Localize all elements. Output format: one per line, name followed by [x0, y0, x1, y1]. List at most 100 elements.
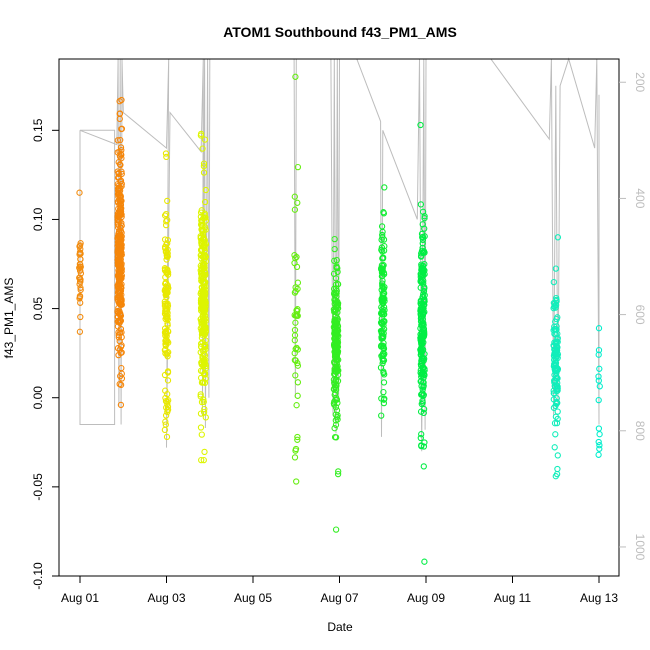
data-points-layer [76, 73, 603, 565]
data-point [421, 284, 428, 291]
data-point [202, 307, 209, 314]
data-point [381, 184, 388, 191]
data-point [198, 284, 205, 291]
data-point [419, 331, 427, 338]
data-point [595, 425, 603, 432]
data-point [118, 375, 126, 382]
data-point [595, 325, 603, 332]
data-point [198, 456, 205, 464]
data-point [200, 329, 207, 337]
data-point [292, 372, 299, 379]
data-point [554, 365, 562, 373]
data-point [202, 360, 209, 368]
data-point [202, 241, 210, 248]
data-point [550, 299, 558, 307]
data-point [116, 98, 123, 105]
data-point [163, 153, 170, 161]
data-point [202, 258, 209, 265]
data-point [379, 294, 386, 301]
data-point [596, 445, 603, 452]
data-point [554, 375, 561, 382]
data-point [162, 245, 169, 252]
data-point [294, 392, 301, 399]
data-point [76, 293, 84, 301]
data-point [294, 379, 302, 386]
data-point [116, 153, 124, 160]
data-point [77, 267, 84, 274]
data-point [292, 254, 299, 262]
data-point [418, 357, 425, 365]
data-point [201, 136, 209, 143]
data-point [118, 170, 125, 178]
data-point [331, 334, 338, 342]
data-point [201, 210, 208, 217]
data-point [294, 346, 301, 353]
data-point [291, 454, 299, 461]
y-tick-label: 0.10 [31, 207, 45, 231]
data-point [202, 186, 209, 194]
data-point [333, 414, 341, 421]
data-point [551, 330, 558, 338]
data-point [553, 374, 560, 381]
data-point [335, 468, 342, 475]
data-point [292, 288, 299, 295]
data-point [417, 325, 424, 332]
data-point [76, 242, 84, 249]
data-point [551, 444, 558, 451]
data-point [116, 259, 123, 267]
data-point [381, 297, 388, 305]
data-point [420, 378, 427, 386]
data-point [417, 253, 425, 260]
data-point [331, 257, 338, 264]
data-point [293, 478, 300, 485]
data-point [163, 284, 170, 292]
data-point [115, 293, 123, 301]
data-point [198, 207, 205, 214]
data-point [199, 278, 207, 285]
data-point [553, 470, 561, 478]
data-point [200, 162, 208, 170]
data-point [117, 401, 125, 409]
data-point [332, 421, 340, 429]
data-point [331, 359, 338, 366]
data-point [164, 267, 171, 274]
data-point [595, 373, 602, 380]
x-tick-label: Aug 11 [494, 591, 531, 605]
data-point [420, 463, 427, 470]
data-point [197, 367, 205, 374]
data-point [201, 448, 208, 456]
data-point [417, 408, 425, 415]
data-point [418, 348, 426, 355]
data-point [417, 307, 424, 315]
data-point [552, 318, 559, 325]
data-point [421, 233, 428, 240]
data-point [330, 342, 338, 349]
data-point [379, 280, 386, 287]
data-point [553, 400, 560, 407]
data-point [379, 360, 386, 367]
data-point [333, 299, 340, 307]
data-point [77, 250, 84, 257]
data-point [118, 229, 125, 236]
data-point [161, 371, 169, 379]
altitude-tick-label: 200 [633, 72, 647, 92]
data-point [77, 286, 84, 294]
y-axis: -0.10 -0.05 0.00 0.05 0.10 0.15 [31, 118, 59, 590]
data-point [118, 183, 125, 190]
data-point [420, 287, 428, 295]
data-point [420, 443, 428, 450]
data-point [291, 193, 298, 200]
y-tick-label: 0.00 [31, 386, 45, 410]
data-point [164, 216, 171, 224]
data-point [333, 302, 340, 309]
data-point [198, 219, 205, 226]
y-axis-label: f43_PM1_AMS [2, 278, 16, 359]
data-point [417, 121, 424, 129]
data-point [379, 228, 386, 236]
data-point [596, 383, 603, 390]
data-point [116, 110, 124, 117]
data-point [201, 300, 208, 308]
x-tick-label: Aug 01 [61, 591, 99, 605]
data-point [553, 419, 561, 427]
data-point [198, 305, 205, 312]
